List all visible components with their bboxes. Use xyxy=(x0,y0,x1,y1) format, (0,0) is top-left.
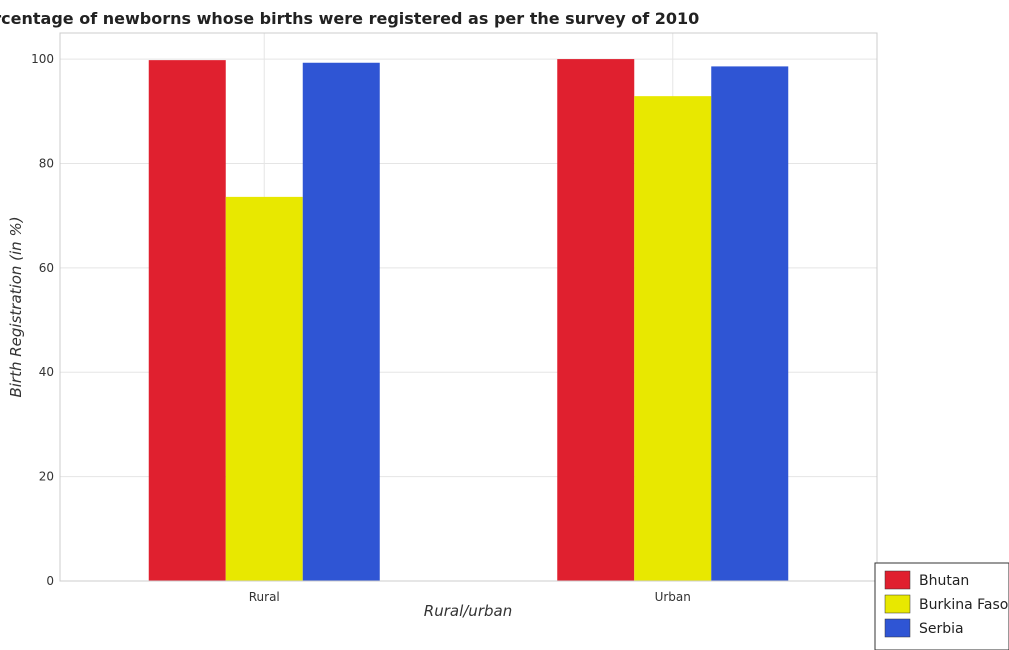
y-tick-label: 100 xyxy=(31,52,54,66)
bars xyxy=(149,59,789,581)
legend-label: Serbia xyxy=(919,621,964,637)
y-tick-label: 80 xyxy=(39,156,54,170)
x-axis-label: Rural/urban xyxy=(424,602,512,620)
bar-burkina-faso xyxy=(226,197,303,581)
chart-title: Percentage of newborns whose births were… xyxy=(0,9,699,28)
legend-label: Burkina Faso xyxy=(919,597,1008,613)
x-tick-label: Urban xyxy=(655,590,691,604)
legend-swatch xyxy=(885,571,910,589)
legend-label: Bhutan xyxy=(919,573,969,589)
y-tick-label: 40 xyxy=(39,365,54,379)
y-tick-label: 60 xyxy=(39,261,54,275)
legend-swatch xyxy=(885,619,910,637)
y-tick-label: 0 xyxy=(46,574,54,588)
bar-burkina-faso xyxy=(634,96,711,581)
bar-bhutan xyxy=(149,60,226,581)
y-tick-label: 20 xyxy=(39,470,54,484)
bar-serbia xyxy=(711,66,788,581)
bar-serbia xyxy=(303,63,380,581)
legend-swatch xyxy=(885,595,910,613)
bar-bhutan xyxy=(557,59,634,581)
y-axis-label: Birth Registration (in %) xyxy=(7,216,25,397)
legend: Bhutan Burkina Faso Serbia xyxy=(875,563,1009,650)
x-tick-label: Rural xyxy=(249,590,280,604)
